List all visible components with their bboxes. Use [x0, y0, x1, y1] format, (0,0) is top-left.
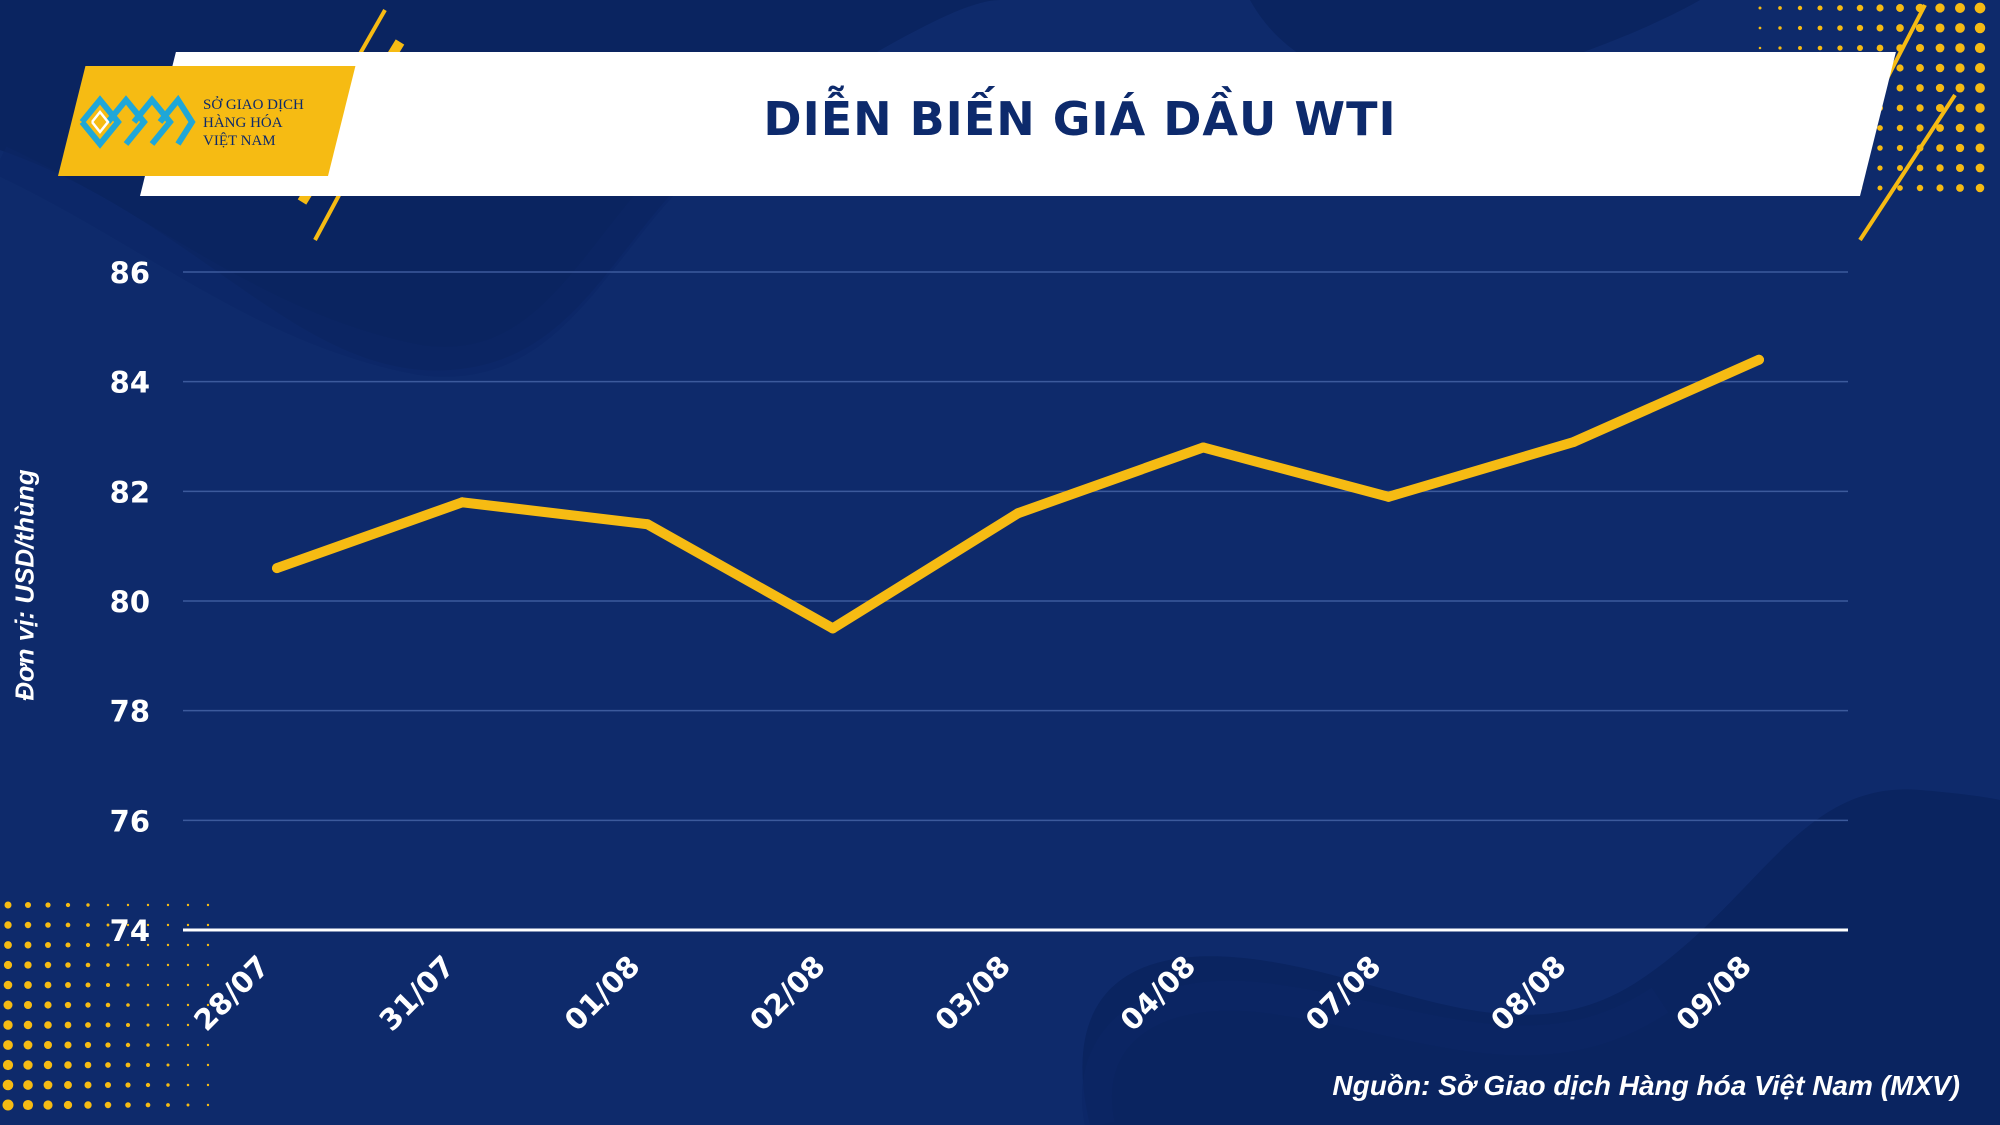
- x-tick-label: 04/08: [1114, 949, 1203, 1038]
- source-note: Nguồn: Sở Giao dịch Hàng hóa Việt Nam (M…: [1332, 1070, 1960, 1101]
- gridlines: [183, 271, 1848, 822]
- y-axis-ticks: 74 76 78 80 82 84 86: [110, 256, 150, 948]
- x-tick-label: 08/08: [1484, 949, 1573, 1038]
- x-tick-label: 01/08: [558, 949, 647, 1038]
- data-point: [457, 497, 468, 508]
- data-point: [272, 563, 282, 574]
- y-tick-label: 74: [110, 914, 150, 948]
- data-points: [272, 354, 1764, 634]
- data-point: [1754, 354, 1764, 365]
- y-tick-label: 86: [110, 256, 150, 290]
- x-axis-ticks: 28/07 31/07 01/08 02/08 03/08 04/08 07/08 08/08…: [187, 949, 1758, 1038]
- data-point: [1198, 442, 1209, 453]
- logo-line-3: VIỆT NAM: [203, 133, 276, 149]
- x-tick-label: 28/07: [187, 949, 276, 1038]
- logo-line-2: HÀNG HÓA: [203, 115, 283, 131]
- x-tick-label: 02/08: [743, 949, 832, 1038]
- data-point: [827, 623, 838, 634]
- y-axis-label: Đơn vị: USD/thùng: [9, 469, 40, 701]
- data-point: [1383, 491, 1394, 502]
- y-tick-label: 80: [110, 585, 150, 619]
- y-tick-label: 82: [110, 475, 150, 509]
- series-line: [272, 354, 1764, 634]
- data-point: [1568, 436, 1579, 447]
- y-tick-label: 76: [110, 804, 150, 838]
- y-tick-label: 84: [110, 366, 150, 400]
- y-tick-label: 78: [110, 695, 150, 729]
- logo-line-1: SỞ GIAO DỊCH: [203, 97, 304, 113]
- page-title: DIỄN BIẾN GIÁ DẦU WTI: [763, 92, 1397, 146]
- x-tick-label: 09/08: [1669, 949, 1758, 1038]
- mxv-logo-icon: [79, 94, 196, 149]
- logo-text: SỞ GIAO DỊCH HÀNG HÓA VIỆT NAM: [203, 96, 304, 150]
- data-point: [642, 519, 653, 530]
- x-tick-label: 07/08: [1299, 949, 1388, 1038]
- x-tick-label: 31/07: [373, 949, 462, 1038]
- data-point: [1013, 508, 1023, 519]
- x-tick-label: 03/08: [928, 949, 1017, 1038]
- dot-pattern-bottom-left: [2, 901, 210, 1111]
